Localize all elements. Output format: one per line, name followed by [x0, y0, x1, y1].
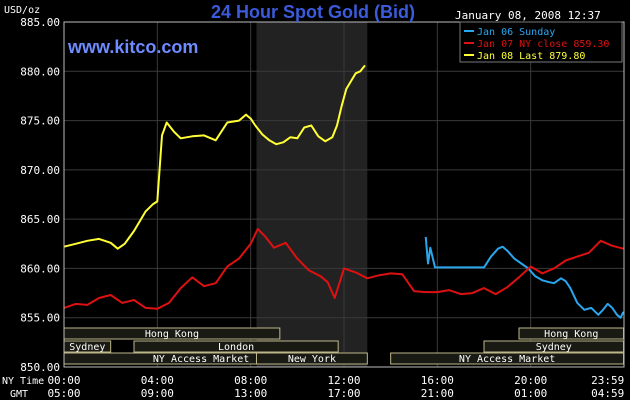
x-tick-gmt: 21:00 — [421, 387, 454, 400]
x-tick-ny: 23:59 — [591, 374, 624, 387]
session-sydney: Sydney — [483, 340, 625, 353]
y-tick-label: 850.00 — [20, 361, 60, 374]
x-tick-gmt: 01:00 — [514, 387, 547, 400]
y-tick-label: 875.00 — [20, 115, 60, 128]
session-sydney: Sydney — [63, 340, 112, 353]
plot-frame — [63, 21, 625, 368]
session-hong-kong: Hong Kong — [63, 327, 281, 340]
y-tick-label: 880.00 — [20, 65, 60, 78]
chart-title: 24 Hour Spot Gold (Bid) — [211, 2, 415, 22]
session-new-york: New York — [256, 352, 368, 365]
y-tick-label: 865.00 — [20, 213, 60, 226]
legend-box — [459, 21, 623, 63]
session-ny-access-market: NY Access Market — [390, 352, 625, 365]
x-axis-ticks: 00:00 04:00 08:00 12:00 16:00 20:00 23:59 05:00… — [47, 374, 624, 400]
session-hong-kong: Hong Kong — [518, 327, 625, 340]
x-tick-gmt: 13:00 — [234, 387, 267, 400]
series-line-2 — [63, 228, 624, 310]
y-tick-label: 885.00 — [20, 16, 60, 29]
legend-label: Jan 06 Sunday — [477, 27, 555, 38]
x-tick-gmt: 09:00 — [141, 387, 174, 400]
y-tick-label: 860.00 — [20, 262, 60, 275]
website-label: www.kitco.com — [67, 37, 198, 57]
session-label: New York — [288, 354, 336, 365]
session-label: London — [218, 342, 254, 353]
session-bar — [256, 352, 368, 365]
legend-label: Jan 07 NY close 859.30 — [477, 39, 609, 50]
session-london: London — [133, 340, 339, 353]
x-tick-ny: 08:00 — [234, 374, 267, 387]
y-tick-label: 870.00 — [20, 164, 60, 177]
gmt-label: GMT — [10, 389, 28, 400]
legend-label: Jan 08 Last 879.80 — [477, 51, 585, 62]
session-label: NY Access Market — [153, 354, 249, 365]
series-line-3 — [63, 64, 366, 250]
x-tick-gmt: 05:00 — [47, 387, 80, 400]
session-label: Hong Kong — [145, 329, 199, 340]
ny-time-label: NY Time — [2, 376, 44, 387]
y-tick-label: 855.00 — [20, 312, 60, 325]
price-series — [63, 64, 625, 319]
x-tick-ny: 00:00 — [47, 374, 80, 387]
session-label: Sydney — [69, 342, 105, 353]
x-tick-ny: 16:00 — [421, 374, 454, 387]
x-tick-gmt: 04:59 — [591, 387, 624, 400]
x-tick-ny: 12:00 — [327, 374, 360, 387]
session-label: NY Access Market — [459, 354, 555, 365]
session-label: Sydney — [536, 342, 572, 353]
ny-session-shade — [256, 22, 368, 367]
x-tick-ny: 20:00 — [514, 374, 547, 387]
session-bar — [133, 340, 339, 353]
x-tick-gmt: 17:00 — [327, 387, 360, 400]
y-unit-label: USD/oz — [4, 5, 40, 16]
y-axis-ticks: 850.00 855.00 860.00 865.00 870.00 875.00 880.… — [20, 16, 60, 374]
series-line-1 — [424, 236, 625, 319]
x-tick-ny: 04:00 — [141, 374, 174, 387]
session-label: Hong Kong — [544, 329, 598, 340]
datetime-label: January 08, 2008 12:37 — [455, 9, 601, 22]
